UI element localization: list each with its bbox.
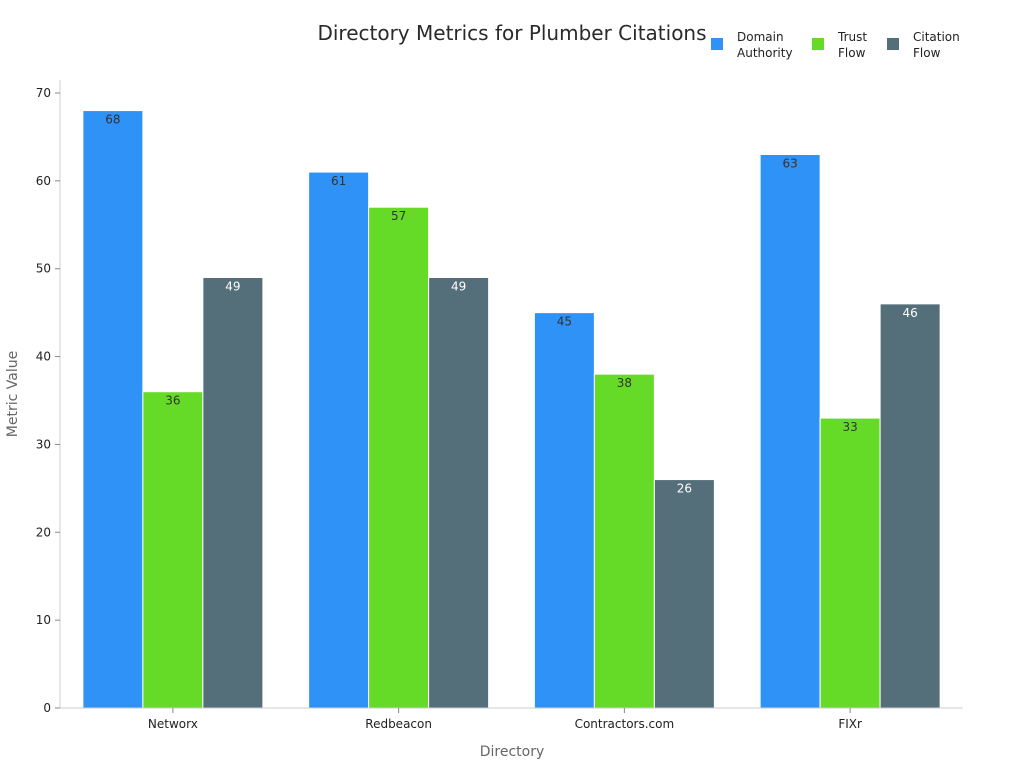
- bar: [368, 206, 430, 709]
- bar: [819, 417, 881, 709]
- data-label: 38: [617, 376, 632, 390]
- data-label: 33: [842, 420, 857, 434]
- y-tick-label: 10: [36, 613, 51, 627]
- x-tick-label: Contractors.com: [575, 717, 675, 731]
- data-label: 63: [782, 157, 797, 171]
- bar: [879, 303, 941, 709]
- legend-label: Domain Authority: [737, 30, 793, 60]
- data-label: 49: [451, 280, 466, 294]
- y-tick-label: 0: [43, 701, 51, 715]
- data-label: 68: [105, 113, 120, 127]
- bar: [759, 154, 821, 709]
- legend-label: Citation Flow: [913, 30, 960, 60]
- data-label: 45: [557, 315, 572, 329]
- y-axis-label: Metric Value: [5, 351, 21, 437]
- data-label: 26: [677, 482, 692, 496]
- y-tick-label: 20: [36, 525, 51, 539]
- y-tick-label: 50: [36, 262, 51, 276]
- bar: [593, 373, 655, 709]
- bar: [428, 277, 490, 709]
- y-tick-label: 30: [36, 437, 51, 451]
- bar: [533, 312, 595, 709]
- data-label: 46: [902, 306, 917, 320]
- bar: [142, 391, 204, 709]
- y-tick-label: 40: [36, 350, 51, 364]
- data-label: 57: [391, 209, 406, 223]
- legend: Domain Authority Trust Flow Citation Flow: [711, 30, 960, 60]
- bar: [653, 479, 715, 709]
- legend-label: Trust Flow: [837, 30, 867, 60]
- data-label: 36: [165, 394, 180, 408]
- y-tick-label: 70: [36, 86, 51, 100]
- x-tick-label: Redbeacon: [365, 717, 432, 731]
- bars-group: [82, 110, 941, 709]
- x-tick-label: Networx: [148, 717, 198, 731]
- axes-group: 0 10 20 30 40 50 60 70 Networx Redbeacon Contracto…: [36, 80, 963, 731]
- x-axis-label: Directory: [480, 744, 545, 760]
- bar: [82, 110, 144, 709]
- legend-swatch: [812, 38, 824, 50]
- y-tick-label: 60: [36, 174, 51, 188]
- bar: [202, 277, 264, 709]
- legend-swatch: [711, 38, 723, 50]
- legend-swatch: [887, 38, 899, 50]
- data-label: 49: [225, 280, 240, 294]
- x-tick-label: FIXr: [838, 717, 862, 731]
- bar: [308, 171, 370, 709]
- chart-title: Directory Metrics for Plumber Citations: [317, 21, 706, 45]
- data-labels-group: 68 36 49 61 57 49 45 38 26 63 33 46: [105, 113, 918, 496]
- data-label: 61: [331, 174, 346, 188]
